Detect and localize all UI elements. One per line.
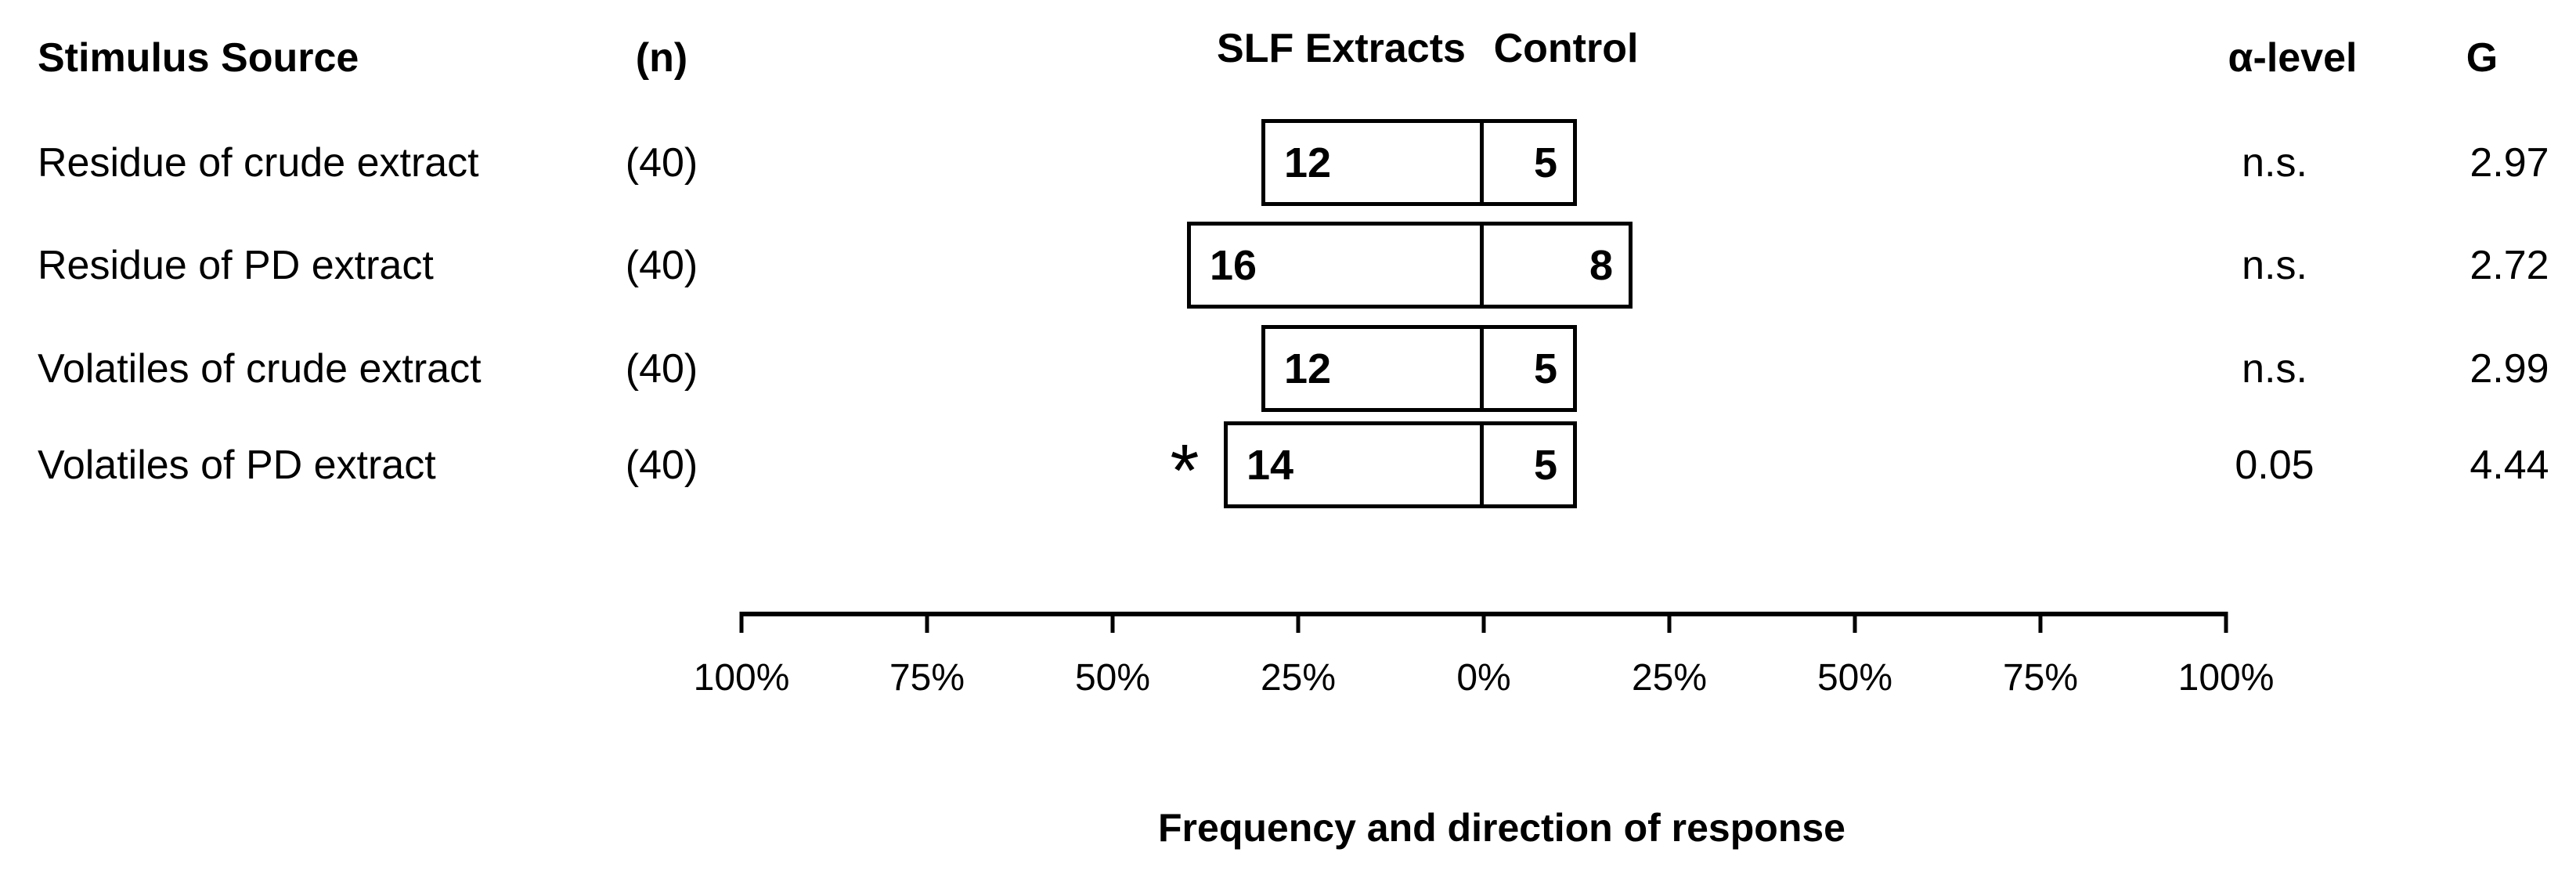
col-header-g: G: [2466, 35, 2498, 81]
g-statistic-value: 4.44: [2470, 442, 2549, 488]
axis-tick-label: 75%: [2002, 657, 2079, 699]
stimulus-source-label: Volatiles of PD extract: [38, 442, 436, 488]
sample-size: (40): [625, 345, 698, 392]
col-header-n: (n): [635, 35, 688, 81]
control-bar: 5: [1480, 119, 1577, 206]
axis-tick-label: 0%: [1456, 657, 1511, 699]
slf-count: 12: [1284, 139, 1332, 186]
control-count: 5: [1533, 139, 1557, 186]
axis-tick: [1667, 612, 1672, 633]
table-row: Residue of crude extract (40) 12 5 n.s. …: [0, 119, 2576, 206]
slf-bar: 12: [1261, 119, 1484, 206]
axis-tick-label: 100%: [2177, 657, 2275, 699]
alpha-level-value: n.s.: [2242, 139, 2307, 186]
table-row: Volatiles of PD extract (40) * 14 5 0.05…: [0, 421, 2576, 508]
stimulus-source-label: Residue of crude extract: [38, 139, 479, 186]
g-statistic-value: 2.97: [2470, 139, 2549, 186]
axis-tick-label: 50%: [1074, 657, 1151, 699]
table-row: Volatiles of crude extract (40) 12 5 n.s…: [0, 325, 2576, 412]
axis-tick-label: 75%: [889, 657, 965, 699]
col-header-alpha-level: α-level: [2228, 35, 2358, 81]
axis-tick-label: 50%: [1817, 657, 1893, 699]
alpha-level-value: n.s.: [2242, 242, 2307, 288]
control-bar: 8: [1480, 222, 1633, 309]
alpha-level-value: n.s.: [2242, 345, 2307, 392]
axis-tick: [739, 612, 744, 633]
table-row: Residue of PD extract (40) 16 8 n.s. 2.7…: [0, 222, 2576, 309]
col-header-slf-extracts: SLF Extracts: [1217, 26, 1466, 71]
sample-size: (40): [625, 442, 698, 488]
axis-tick: [1481, 612, 1486, 633]
axis-tick-label: 100%: [693, 657, 790, 699]
axis-tick: [2038, 612, 2043, 633]
alpha-level-value: 0.05: [2235, 442, 2314, 488]
control-count: 5: [1533, 441, 1557, 489]
control-count: 5: [1533, 345, 1557, 392]
control-bar: 5: [1480, 421, 1577, 508]
control-bar: 5: [1480, 325, 1577, 412]
stimulus-source-label: Residue of PD extract: [38, 242, 434, 288]
stimulus-source-label: Volatiles of crude extract: [38, 345, 482, 392]
sample-size: (40): [625, 242, 698, 288]
slf-bar: 12: [1261, 325, 1484, 412]
axis-tick: [925, 612, 929, 633]
slf-bar: 16: [1187, 222, 1484, 309]
col-header-control: Control: [1493, 26, 1639, 71]
axis-tick: [1853, 612, 1857, 633]
axis-tick: [1110, 612, 1115, 633]
significance-asterisk: *: [1170, 429, 1200, 512]
sample-size: (40): [625, 139, 698, 186]
col-header-stimulus-source: Stimulus Source: [38, 35, 359, 81]
slf-count: 14: [1247, 441, 1294, 489]
x-axis-title: Frequency and direction of response: [1158, 806, 1845, 850]
axis-tick-label: 25%: [1260, 657, 1337, 699]
slf-count: 12: [1284, 345, 1332, 392]
control-count: 8: [1589, 241, 1613, 289]
axis-tick-label: 25%: [1631, 657, 1708, 699]
slf-bar: 14: [1224, 421, 1484, 508]
slf-count: 16: [1210, 241, 1257, 289]
g-statistic-value: 2.72: [2470, 242, 2549, 288]
axis-tick: [1296, 612, 1301, 633]
axis-tick: [2224, 612, 2228, 633]
g-statistic-value: 2.99: [2470, 345, 2549, 392]
